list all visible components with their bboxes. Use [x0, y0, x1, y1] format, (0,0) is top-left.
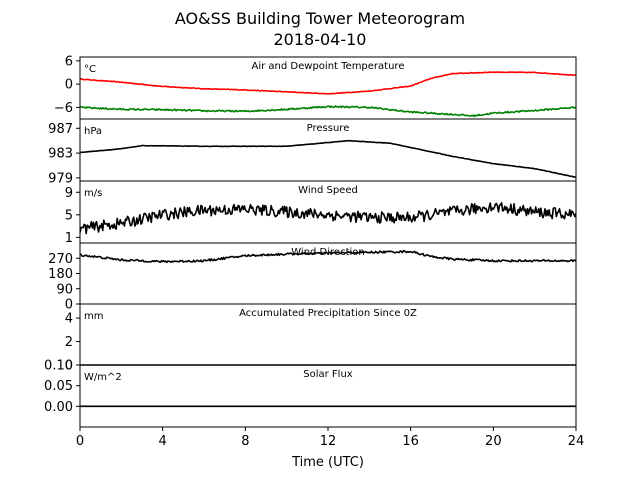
- precip-ytick-label: 0: [65, 359, 73, 374]
- xtick-label: 0: [76, 434, 84, 449]
- x-axis-label: Time (UTC): [291, 455, 364, 470]
- xtick-label: 16: [402, 434, 419, 449]
- pressure-series-0-line: [79, 139, 577, 178]
- panel-precip: 4 2 0 mm Accumulated Precipitation Since 0Z: [65, 303, 577, 374]
- pressure-units-label: hPa: [84, 126, 102, 137]
- precip-ytick-label: 2: [65, 335, 73, 350]
- pressure-ytick-label: 987: [48, 122, 73, 137]
- wind_direction-ytick-label: 90: [56, 282, 73, 297]
- panel-pressure: 987 983 979 hPa Pressure: [48, 118, 577, 186]
- temperature-series-1-line: [79, 105, 577, 118]
- temperature-ytick-label: 0: [65, 78, 73, 93]
- solar-ytick-label: 0.05: [44, 379, 73, 394]
- wind_direction-ytick-label: 0: [65, 298, 73, 313]
- solar-ytick-label: 0.00: [44, 400, 73, 415]
- pressure-ytick-label: 983: [48, 147, 73, 162]
- panel-solar: 0.10 0.05 0.00 W/m^2 Solar Flux: [44, 359, 577, 428]
- solar-panel-title: Solar Flux: [303, 369, 353, 380]
- temperature-series-0-line: [79, 71, 577, 95]
- wind_speed-ytick-label: 9: [65, 186, 73, 201]
- wind_speed-ytick-label: 5: [65, 208, 73, 223]
- pressure-ytick-label: 979: [48, 171, 73, 186]
- panel-temperature: 6 0 −6 °C Air and Dewpoint Temperature: [54, 54, 577, 120]
- chart-subtitle: 2018-04-10: [274, 30, 367, 49]
- wind_direction-ytick-label: 180: [48, 267, 73, 282]
- chart-title: AO&SS Building Tower Meteorogram: [175, 9, 465, 28]
- xtick-label: 12: [320, 434, 337, 449]
- temperature-ytick-label: −6: [54, 101, 73, 116]
- pressure-panel-title: Pressure: [307, 123, 350, 134]
- wind_speed-ytick-label: 1: [65, 231, 73, 246]
- precip-units-label: mm: [84, 311, 103, 322]
- xtick-label: 4: [159, 434, 167, 449]
- wind_speed-panel-title: Wind Speed: [298, 185, 358, 196]
- wind_direction-series-0-line: [79, 249, 577, 264]
- solar-ytick-label: 0.10: [44, 359, 73, 374]
- wind_direction-ytick-label: 270: [48, 252, 73, 267]
- solar-units-label: W/m^2: [84, 372, 122, 383]
- temperature-ytick-label: 6: [65, 54, 73, 69]
- xtick-label: 24: [568, 434, 585, 449]
- temperature-units-label: °C: [84, 64, 96, 75]
- wind_direction-panel-title: Wind Direction: [291, 247, 365, 258]
- panel-wind_speed: 9 5 1 m/s Wind Speed: [65, 180, 577, 246]
- temperature-panel-title: Air and Dewpoint Temperature: [252, 61, 405, 72]
- precip-panel-title: Accumulated Precipitation Since 0Z: [239, 308, 417, 319]
- xtick-label: 20: [485, 434, 502, 449]
- wind_speed-units-label: m/s: [84, 188, 102, 199]
- wind_speed-series-0-line: [79, 202, 577, 235]
- precip-ytick-label: 4: [65, 312, 73, 327]
- xtick-label: 8: [241, 434, 249, 449]
